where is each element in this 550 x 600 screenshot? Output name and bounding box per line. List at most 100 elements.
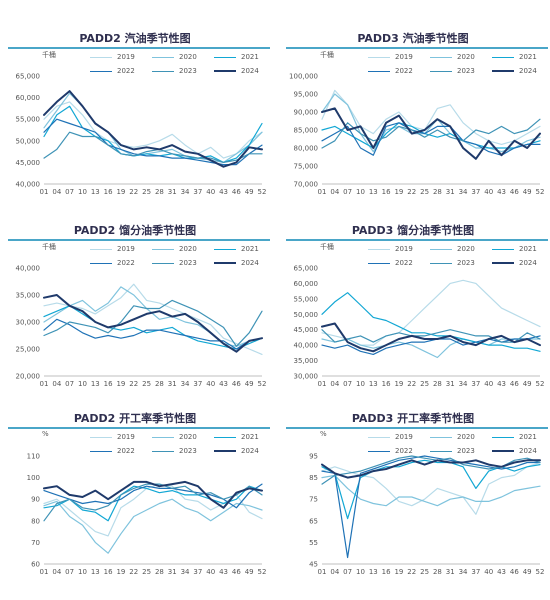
unit-label: 千桶	[42, 51, 56, 59]
x-tick-label: 49	[523, 380, 532, 388]
legend-item-2020: 2020	[430, 433, 475, 441]
y-tick-label: 20,000	[16, 373, 41, 381]
x-tick-label: 22	[407, 188, 416, 196]
unit-label: 千桶	[320, 243, 334, 251]
legend-item-2024: 2024	[492, 67, 537, 75]
chart-title: PADD3 汽油季节性图	[357, 32, 469, 45]
legend-item-2019: 2019	[368, 245, 413, 253]
title-rule	[286, 427, 548, 429]
legend-label: 2023	[179, 259, 197, 267]
legend-item-2020: 2020	[152, 53, 197, 61]
series-line-2024	[43, 294, 263, 353]
legend-label: 2024	[241, 67, 259, 75]
x-tick-label: 46	[232, 188, 241, 196]
x-tick-label: 22	[129, 568, 138, 576]
y-tick-label: 50,000	[294, 311, 319, 319]
x-tick-label: 19	[394, 188, 403, 196]
series-line-2020	[43, 286, 263, 347]
y-tick-label: 30,000	[294, 373, 319, 381]
x-tick-label: 13	[91, 568, 100, 576]
chart-panel-4: PADD3 馏分油季节性图 千桶 2019 2020 2021 2022 2023 2024 3…	[278, 216, 548, 408]
legend-swatch	[492, 248, 514, 250]
y-tick-label: 25,000	[16, 346, 41, 354]
series-line-2023	[321, 118, 541, 149]
legend-label: 2022	[395, 259, 413, 267]
legend-item-2024: 2024	[214, 67, 259, 75]
x-tick-label: 37	[471, 188, 480, 196]
x-tick-label: 19	[116, 380, 125, 388]
legend-label: 2019	[395, 433, 413, 441]
x-tick-label: 37	[193, 380, 202, 388]
x-tick-label: 22	[407, 380, 416, 388]
y-tick-label: 55,000	[294, 295, 319, 303]
legend-label: 2022	[117, 259, 135, 267]
x-tick-label: 16	[382, 188, 391, 196]
line-chart: 70,000 75,000 80,000 85,000 90,000 95,000 100,…	[289, 73, 544, 197]
legend-item-2020: 2020	[152, 245, 197, 253]
series-line-2024	[321, 459, 541, 479]
x-tick-label: 40	[484, 568, 493, 576]
line-chart: 60 70 80 90 100 110 01 04 07 10 13 16 19 22 25 28 31 34 37…	[27, 453, 267, 577]
series-line-2019	[43, 483, 263, 537]
legend-item-2019: 2019	[90, 53, 135, 61]
x-tick-label: 28	[433, 188, 442, 196]
legend-swatch	[152, 450, 174, 452]
x-tick-label: 25	[142, 188, 151, 196]
series-line-2020	[321, 474, 541, 507]
legend-swatch	[152, 56, 174, 58]
legend-item-2022: 2022	[368, 259, 413, 267]
line-chart: 30,000 35,000 40,000 45,000 50,000 55,000 60,0…	[294, 265, 545, 389]
x-tick-label: 34	[459, 380, 468, 388]
x-tick-label: 13	[91, 188, 100, 196]
legend-item-2023: 2023	[152, 259, 197, 267]
chart-title: PADD2 馏分油季节性图	[73, 224, 197, 237]
x-tick-label: 07	[65, 380, 74, 388]
x-tick-label: 28	[433, 568, 442, 576]
legend-swatch	[368, 262, 390, 264]
x-tick-label: 46	[232, 380, 241, 388]
legend-label: 2020	[457, 433, 475, 441]
x-tick-label: 52	[536, 568, 545, 576]
x-tick-label: 22	[129, 188, 138, 196]
y-tick-label: 45,000	[294, 326, 319, 334]
x-tick-label: 46	[232, 568, 241, 576]
x-tick-label: 04	[330, 380, 339, 388]
x-tick-label: 43	[497, 188, 506, 196]
legend-label: 2019	[117, 53, 135, 61]
y-tick-label: 60	[31, 561, 40, 569]
x-tick-label: 22	[407, 568, 416, 576]
x-tick-label: 13	[369, 188, 378, 196]
legend-item-2021: 2021	[214, 245, 259, 253]
y-tick-label: 90,000	[294, 109, 319, 117]
x-tick-label: 31	[168, 568, 177, 576]
legend-item-2024: 2024	[214, 447, 259, 455]
legend-label: 2024	[241, 259, 259, 267]
legend-label: 2022	[395, 447, 413, 455]
x-tick-label: 19	[394, 568, 403, 576]
x-tick-label: 40	[206, 568, 215, 576]
x-tick-label: 04	[330, 568, 339, 576]
legend-swatch	[368, 70, 390, 72]
x-tick-label: 01	[318, 568, 327, 576]
y-tick-label: 65	[309, 517, 318, 525]
legend-label: 2019	[117, 245, 135, 253]
legend-swatch	[214, 436, 236, 438]
series-line-2022	[43, 483, 263, 509]
x-tick-label: 10	[356, 380, 365, 388]
x-tick-label: 34	[459, 568, 468, 576]
title-rule	[286, 239, 548, 241]
series-line-2024	[43, 480, 263, 509]
y-tick-label: 80	[31, 517, 40, 525]
x-tick-label: 37	[471, 568, 480, 576]
x-tick-label: 10	[356, 568, 365, 576]
legend-label: 2019	[395, 245, 413, 253]
legend-label: 2019	[117, 433, 135, 441]
legend-label: 2020	[457, 245, 475, 253]
legend-label: 2024	[519, 259, 537, 267]
legend-item-2023: 2023	[430, 67, 475, 75]
series-line-2022	[321, 455, 541, 559]
x-tick-label: 10	[78, 568, 87, 576]
legend-label: 2024	[519, 67, 537, 75]
x-tick-label: 25	[420, 568, 429, 576]
chart-panel-1: PADD2 汽油季节性图 千桶 2019 2020 2021 2022 2023 2024 40…	[0, 24, 270, 216]
